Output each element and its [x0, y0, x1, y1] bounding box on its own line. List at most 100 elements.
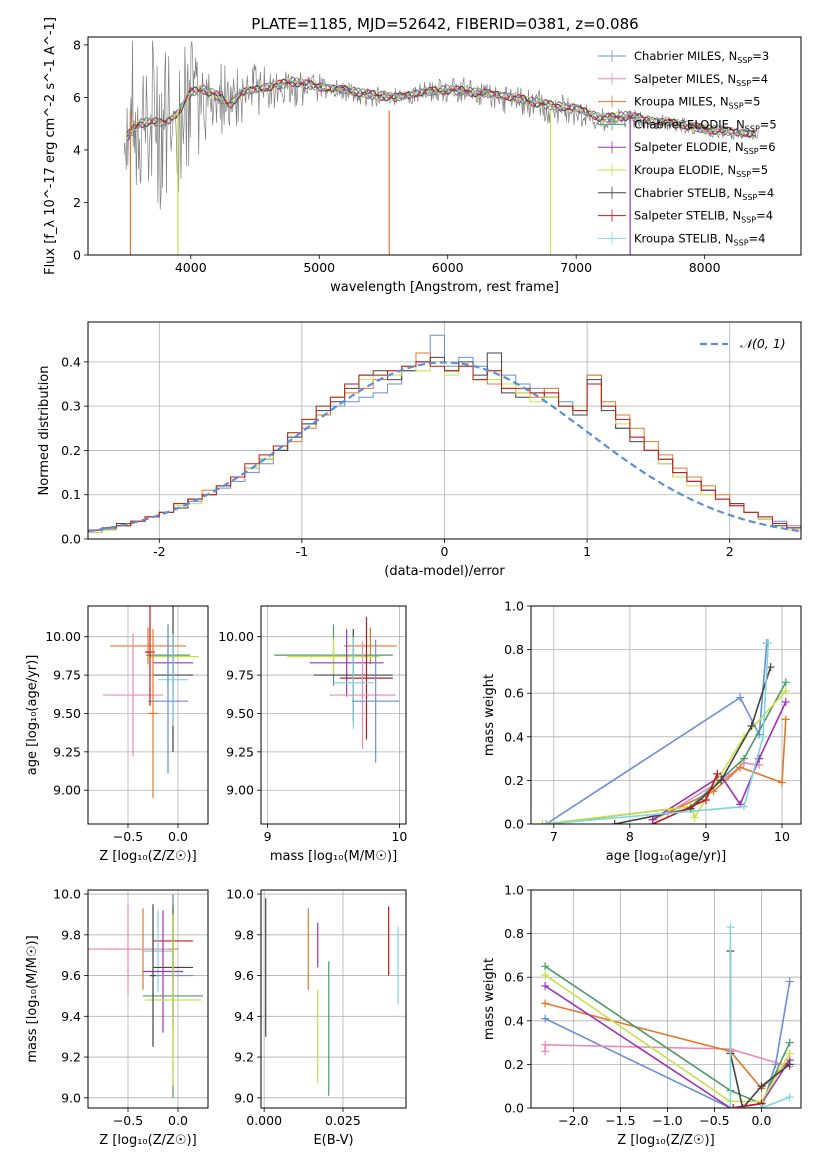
legend-label-tail: =5: [760, 117, 777, 131]
axes-massweight-vs-Z: −2.0 −1.5 −1.0 −0.5 0.0 0.0 0.2 0.4 0.6 0.8 1.0 Z […: [482, 883, 802, 1148]
legend-label: Salpeter ELODIE, NSSP=6: [634, 140, 776, 156]
mass-weight-marker: [757, 1104, 766, 1108]
y-tick-label: 0.1: [61, 487, 81, 502]
mass-weight-marker: [747, 721, 756, 730]
y-tick-label: 0.4: [504, 729, 524, 744]
y-tick-label: 9.2: [234, 1050, 254, 1065]
y-tick-label: 9.8: [234, 927, 254, 942]
legend-label-sub: SSP: [744, 147, 759, 156]
legend-label-sub: SSP: [737, 56, 752, 65]
mass-weight-marker: [541, 1040, 550, 1049]
y-tick-label: 2: [73, 195, 81, 210]
model-line: [126, 78, 756, 138]
x-axis-label: E(B-V): [313, 1133, 353, 1148]
y-tick-label: 10.0: [53, 887, 81, 902]
residual-histogram-kroupa-elodie: [88, 361, 801, 539]
mass-weight-marker: [726, 923, 735, 932]
x-tick-label: 0.0: [168, 1113, 188, 1128]
legend-label-base: Kroupa MILES, N: [634, 95, 729, 109]
mass-weight-marker: [729, 1104, 738, 1108]
y-tick-label: 1.0: [504, 599, 524, 614]
y-tick-label: 0.6: [504, 970, 524, 985]
mass-weight-marker: [726, 1104, 735, 1108]
x-tick-label: 0.0: [752, 1113, 772, 1128]
mass-weight-marker: [690, 813, 699, 822]
y-tick-label: 4: [73, 142, 81, 157]
y-axis-label: Flux [f_λ 10^-17 erg cm^-2 s^-1 A^-1]: [43, 17, 58, 275]
mass-weight-marker: [542, 820, 551, 824]
model-line: [126, 79, 756, 137]
x-axis-label: mass [log₁₀(M/M☉)]: [270, 849, 397, 864]
y-tick-label: 9.4: [61, 1009, 81, 1024]
x-tick-label: 9: [702, 829, 710, 844]
legend-label-tail: =5: [751, 163, 768, 177]
mass-weight-marker: [538, 820, 547, 824]
x-axis-label: (data-model)/error: [384, 564, 505, 579]
y-tick-label: 6: [73, 90, 81, 105]
axes-mass-vs-Z: −0.5 0.0 9.0 9.2 9.4 9.6 9.8 10.0 Z [log₁₀(Z/Z☉)…: [25, 887, 209, 1148]
y-tick-label: 9.50: [226, 706, 254, 721]
mass-weight-marker: [785, 1049, 794, 1058]
legend-label-sub: SSP: [741, 216, 756, 225]
x-tick-label: −0.5: [113, 1113, 143, 1128]
legend-label-sub: SSP: [736, 170, 751, 179]
axes-frame: [260, 605, 407, 825]
legend-label-sub: SSP: [745, 124, 760, 133]
mass-weight-marker: [541, 971, 550, 980]
mass-weight-marker: [717, 776, 726, 785]
axes-frame: [530, 889, 802, 1109]
y-tick-label: 0.4: [61, 354, 81, 369]
mass-weight-marker: [758, 732, 767, 741]
y-tick-label: 0.0: [504, 1101, 524, 1116]
axes-frame: [87, 889, 209, 1109]
x-axis-label: age [log₁₀(age/yr)]: [606, 849, 727, 864]
y-tick-label: 0.2: [504, 1057, 524, 1072]
y-tick-label: 0.6: [504, 686, 524, 701]
x-tick-label: −2.0: [558, 1113, 588, 1128]
mass-weight-marker: [541, 981, 550, 990]
x-tick-label: -2: [153, 544, 165, 559]
legend-label-base: Salpeter STELIB, N: [634, 209, 741, 223]
gaussian-curve: [88, 361, 801, 533]
plot-area-age-vs-mass: [274, 616, 400, 763]
legend-label: Kroupa MILES, NSSP=5: [634, 95, 760, 111]
x-tick-label: 2: [726, 544, 734, 559]
legend-label-tail: =4: [749, 231, 766, 245]
mass-weight-marker: [701, 796, 710, 805]
y-tick-label: 0.2: [504, 773, 524, 788]
legend-label: Chabrier ELODIE, NSSP=5: [634, 117, 777, 133]
x-tick-label: 0.0: [168, 829, 188, 844]
legend-label-tail: =5: [744, 95, 761, 109]
y-axis-label: age [log₁₀(age/yr)]: [25, 655, 40, 776]
mass-weight-marker: [713, 769, 722, 778]
axes-residuals: -2 -1 0 1 2 0.0 0.1 0.2 0.3 0.4 (data-model)/error…: [37, 321, 802, 579]
legend-label-base: Chabrier MILES, N: [634, 49, 737, 63]
mass-weight-marker: [777, 778, 786, 787]
mass-weight-line: [667, 762, 760, 814]
axes-frame: [530, 605, 802, 825]
mass-weight-marker: [781, 715, 790, 724]
residual-histogram-salpeter-stelib: [88, 361, 801, 539]
x-tick-label: 10: [774, 829, 790, 844]
legend-label: Kroupa STELIB, NSSP=4: [634, 231, 765, 247]
y-axis-label: mass weight: [482, 674, 497, 756]
y-tick-label: 0.8: [504, 642, 524, 657]
x-axis-label: Z [log₁₀(Z/Z☉)]: [617, 1133, 714, 1148]
axes-age-vs-mass: 9 10 9.00 9.25 9.50 9.75 10.00 mass [log₁₀(M/M☉…: [218, 605, 407, 864]
y-tick-label: 9.2: [61, 1050, 81, 1065]
legend-label: Salpeter MILES, NSSP=4: [634, 72, 768, 88]
plot-area-massweight-vs-age: [538, 639, 790, 824]
mass-weight-marker: [610, 820, 619, 824]
x-tick-label: 6000: [432, 260, 464, 275]
y-tick-label: 0.2: [61, 443, 81, 458]
plot-area-residuals: [88, 334, 801, 539]
mass-weight-marker: [739, 802, 748, 811]
plot-area-mass-vs-Z: [88, 894, 203, 1098]
y-tick-label: 10.0: [226, 887, 254, 902]
y-tick-label: 9.50: [53, 706, 81, 721]
x-tick-label: −1.5: [605, 1113, 635, 1128]
y-tick-label: 0.3: [61, 399, 81, 414]
mass-weight-marker: [781, 687, 790, 696]
mass-weight-marker: [739, 754, 748, 763]
